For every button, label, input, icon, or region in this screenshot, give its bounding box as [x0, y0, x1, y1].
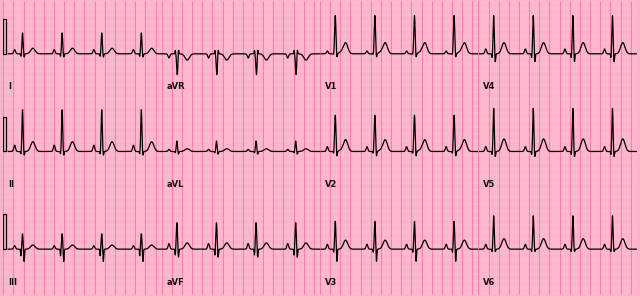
Text: V6: V6 — [483, 278, 495, 287]
Text: aVF: aVF — [166, 278, 184, 287]
Text: II: II — [8, 180, 14, 189]
Text: III: III — [8, 278, 17, 287]
Text: aVR: aVR — [166, 82, 185, 91]
Text: V1: V1 — [324, 82, 337, 91]
Text: V5: V5 — [483, 180, 495, 189]
Text: V3: V3 — [324, 278, 337, 287]
Text: V4: V4 — [483, 82, 495, 91]
Text: V2: V2 — [324, 180, 337, 189]
Text: aVL: aVL — [166, 180, 184, 189]
Text: I: I — [8, 82, 11, 91]
